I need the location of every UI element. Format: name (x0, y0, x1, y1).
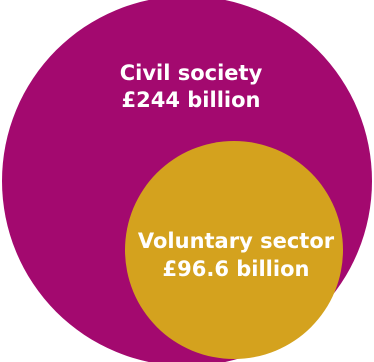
voluntary-sector-amount-label: £96.6 billion (163, 257, 310, 281)
civil-society-name-label: Civil society (120, 61, 263, 85)
civil-society-amount-label: £244 billion (122, 88, 261, 112)
voluntary-sector-name-label: Voluntary sector (138, 229, 335, 253)
voluntary-sector-circle (125, 141, 343, 359)
